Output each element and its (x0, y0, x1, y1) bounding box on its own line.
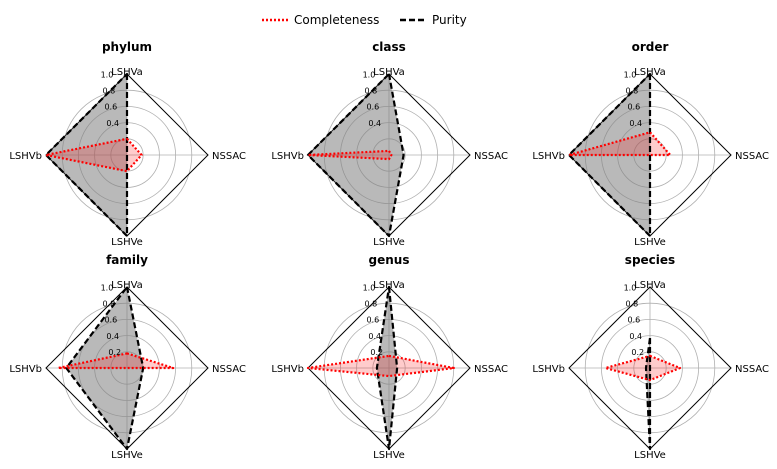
panel-title: class (372, 40, 406, 54)
purity-area (46, 74, 127, 236)
completeness-line (567, 131, 672, 157)
completeness-area (308, 150, 392, 160)
radial-tick-label: 0.2 (631, 348, 644, 357)
radial-tick-label: 0.6 (104, 316, 117, 325)
completeness-line (604, 354, 682, 382)
axis-label-NSSAC: NSSAC (474, 151, 508, 162)
purity-area (308, 74, 404, 236)
purity-line (567, 72, 652, 238)
purity-line (65, 285, 145, 451)
axis-label-NSSAC: NSSAC (735, 151, 769, 162)
axis-label-LSHVe: LSHVe (373, 450, 405, 461)
completeness-line (306, 149, 393, 161)
panel-title: order (632, 40, 669, 54)
radial-tick-label: 0.8 (364, 87, 377, 96)
purity-line (375, 285, 399, 451)
axis-label-LSHVb: LSHVb (532, 364, 565, 375)
radial-tick-label: 0.4 (368, 332, 381, 341)
axis-label-NSSAC: NSSAC (212, 364, 246, 375)
radial-tick-label: 1.0 (363, 284, 376, 293)
radial-tick-label: 1.0 (101, 71, 114, 80)
purity-line (44, 72, 129, 238)
axis-label-LSHVb: LSHVb (9, 151, 42, 162)
radial-tick-label: 0.4 (629, 119, 642, 128)
radial-tick-label: 0.6 (104, 103, 117, 112)
radial-tick-label: 0.8 (364, 300, 377, 309)
axis-label-NSSAC: NSSAC (212, 151, 246, 162)
axis-label-LSHVe: LSHVe (373, 237, 405, 248)
completeness-area (605, 355, 680, 381)
radial-tick-label: 1.0 (624, 284, 637, 293)
panel-title: species (625, 253, 675, 267)
legend-label-completeness: Completeness (294, 13, 379, 27)
purity-line (306, 72, 405, 238)
axis-label-LSHVb: LSHVb (532, 151, 565, 162)
radial-tick-label: 1.0 (363, 71, 376, 80)
completeness-area (46, 138, 142, 172)
completeness-area (308, 355, 454, 377)
axis-label-LSHVa: LSHVa (634, 280, 666, 291)
panel-title: family (106, 253, 148, 267)
axis-label-LSHVa: LSHVa (111, 67, 143, 78)
radial-tick-label: 0.8 (625, 87, 638, 96)
radial-tick-label: 0.6 (366, 103, 379, 112)
axis-label-LSHVe: LSHVe (111, 237, 143, 248)
axis-label-LSHVb: LSHVb (9, 364, 42, 375)
radial-tick-label: 0.6 (627, 103, 640, 112)
radial-tick-label: 0.8 (102, 87, 115, 96)
axis-label-NSSAC: NSSAC (735, 364, 769, 375)
completeness-area (58, 353, 174, 368)
axis-label-LSHVb: LSHVb (271, 151, 304, 162)
radial-tick-label: 0.8 (102, 300, 115, 309)
completeness-line (57, 352, 175, 370)
axis-label-LSHVa: LSHVa (634, 67, 666, 78)
axis-label-NSSAC: NSSAC (474, 364, 508, 375)
radial-tick-label: 0.4 (106, 332, 119, 341)
completeness-area (569, 132, 671, 155)
radial-tick-label: 0.8 (625, 300, 638, 309)
axis-label-LSHVe: LSHVe (634, 450, 666, 461)
panel-title: genus (369, 253, 410, 267)
axis-label-LSHVa: LSHVa (373, 280, 405, 291)
radial-tick-label: 0.4 (106, 119, 119, 128)
purity-line (644, 336, 652, 451)
purity-area (569, 74, 650, 236)
radial-tick-label: 0.6 (366, 316, 379, 325)
completeness-line (44, 137, 143, 173)
panel-title: phylum (102, 40, 152, 54)
radial-tick-label: 1.0 (101, 284, 114, 293)
legend-label-purity: Purity (432, 13, 467, 27)
axis-label-LSHVa: LSHVa (373, 67, 405, 78)
panels: phylum0.40.60.81.0LSHVaNSSACLSHVeLSHVbcl… (9, 40, 769, 461)
radial-tick-label: 0.2 (370, 348, 383, 357)
axis-label-LSHVe: LSHVe (634, 237, 666, 248)
radial-tick-label: 0.4 (629, 332, 642, 341)
axis-label-LSHVb: LSHVb (271, 364, 304, 375)
radial-tick-label: 0.4 (368, 119, 381, 128)
axis-label-LSHVe: LSHVe (111, 450, 143, 461)
axis-label-LSHVa: LSHVa (111, 280, 143, 291)
radial-tick-label: 1.0 (624, 71, 637, 80)
legend: Completeness Purity (262, 13, 467, 27)
radial-tick-label: 0.6 (627, 316, 640, 325)
radial-tick-label: 0.2 (108, 348, 121, 357)
